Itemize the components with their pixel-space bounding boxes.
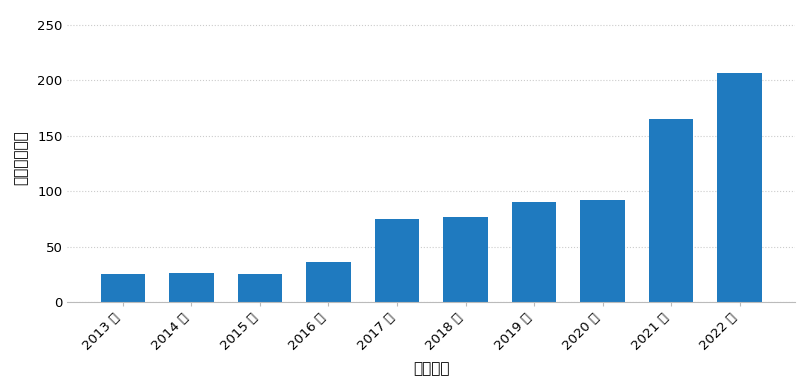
Bar: [169, 273, 214, 302]
Y-axis label: レコード件数: レコード件数: [14, 131, 29, 185]
Bar: [718, 73, 762, 302]
Bar: [649, 119, 693, 302]
Bar: [238, 274, 282, 302]
X-axis label: 作成日時: 作成日時: [413, 361, 450, 376]
Bar: [580, 200, 625, 302]
Bar: [306, 262, 351, 302]
Bar: [512, 202, 557, 302]
Bar: [100, 274, 145, 302]
Bar: [375, 219, 419, 302]
Bar: [443, 216, 488, 302]
